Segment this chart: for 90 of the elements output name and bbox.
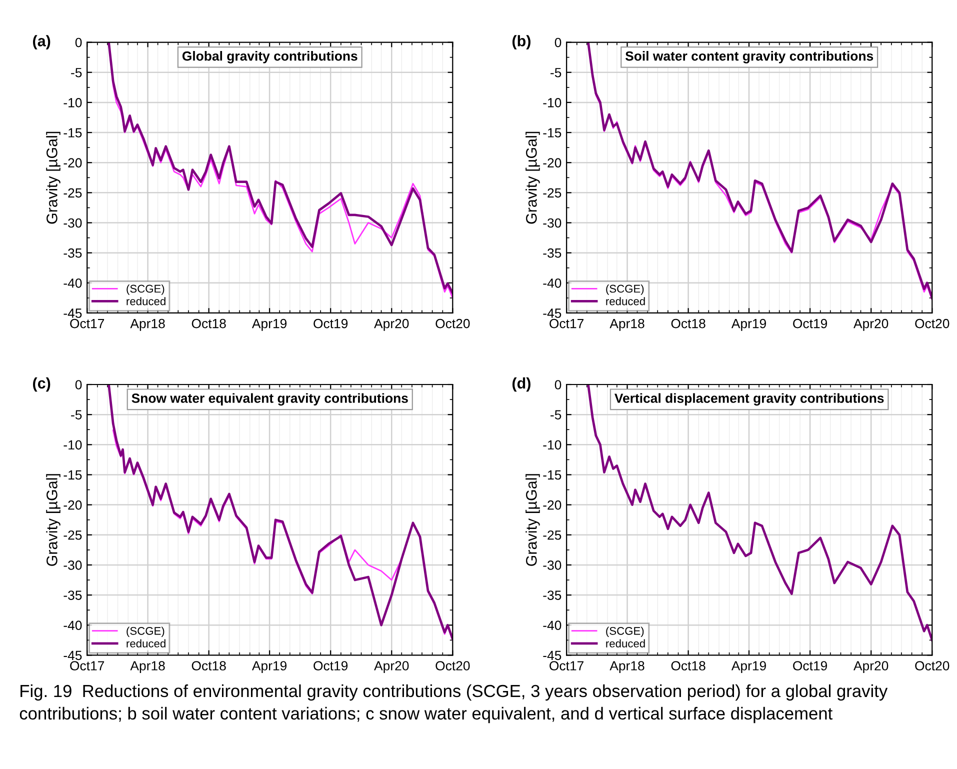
y-tick-label: -30 [64,218,82,228]
legend-label: reduced [126,297,166,306]
caption: Fig. 19 Reductions of environmental gravity contributions (SCGE, 3 years observation period) for a global gravity contributions; b soil water content variations; c snow water equivalent, and d vertical surface displacement [20,684,888,724]
x-tick-label: Oct20 [915,318,950,328]
legend-label: (SCGE) [126,284,164,295]
x-tick-label: Apr19 [731,318,766,331]
text: (a) [33,35,50,50]
x-tick-label: Oct19 [314,318,348,328]
y-axis-title: Gravity [µGal] [526,474,540,566]
x-tick-label: Oct19 [793,318,828,328]
y-tick-label: -40 [543,620,562,630]
y-tick-label: -30 [543,218,562,228]
y-tick-label: -20 [543,158,562,168]
x-tick-label: Apr18 [610,318,644,331]
y-tick-label: -15 [64,470,82,480]
text: (d) [512,377,530,392]
y-tick-label: -15 [543,470,562,480]
x-tick-label: Oct17 [70,661,104,670]
legend-label: reduced [126,639,166,648]
y-tick-label: -40 [64,278,82,288]
y-tick-label: -15 [543,128,562,138]
x-tick-label: Oct19 [314,661,348,670]
x-tick-label: Oct20 [915,661,950,670]
y-tick-label: -10 [64,440,82,450]
y-tick-label: -35 [543,248,562,258]
y-tick-label: 0 [75,380,82,390]
y-tick-label: -45 [64,308,82,318]
y-tick-label: -10 [543,98,562,108]
x-tick-label: Apr20 [374,318,409,331]
legend-label: (SCGE) [126,626,164,638]
legend-label: reduced [606,639,645,648]
y-tick-label: -5 [71,410,82,420]
y-tick-label: -35 [64,248,82,258]
x-tick-label: Oct17 [550,661,584,670]
x-tick-label: Apr20 [854,661,888,674]
text: Snow water equivalent gravity contributions [132,393,408,406]
x-tick-label: Oct20 [436,661,470,670]
y-tick-label: -5 [550,68,562,78]
text: Global gravity contributions [182,51,358,64]
text: Soil water content gravity contributions [625,51,874,64]
y-tick-label: 0 [75,38,82,48]
x-tick-label: Oct20 [436,318,470,328]
y-tick-label: -35 [64,590,82,600]
y-tick-label: -35 [543,590,562,600]
y-tick-label: -20 [64,500,82,510]
x-tick-label: Oct18 [192,661,226,670]
x-tick-label: Oct18 [671,318,706,328]
y-tick-label: 0 [554,38,562,48]
y-axis-title: Gravity [µGal] [46,474,60,566]
legend-label: reduced [606,297,645,306]
y-tick-label: -10 [543,440,562,450]
x-tick-label: Oct17 [70,318,104,328]
x-tick-label: Apr20 [374,661,409,674]
x-tick-label: Apr20 [854,318,888,331]
x-tick-label: Apr18 [130,318,165,331]
y-tick-label: 0 [554,380,562,390]
y-tick-label: -45 [64,650,82,660]
y-tick-label: -25 [543,188,562,198]
x-tick-label: Oct17 [550,318,584,328]
y-tick-label: -40 [543,278,562,288]
x-tick-label: Apr19 [252,661,287,674]
x-tick-label: Oct18 [671,661,706,670]
y-tick-label: -25 [64,188,82,198]
x-tick-label: Apr18 [610,661,644,674]
y-tick-label: -30 [64,560,82,570]
legend-label: (SCGE) [606,284,644,295]
x-tick-label: Apr19 [731,661,766,674]
y-axis-title: Gravity [µGal] [526,132,540,224]
y-tick-label: -45 [543,650,562,660]
y-tick-label: -10 [64,98,82,108]
y-tick-label: -5 [550,410,562,420]
y-axis-title: Gravity [µGal] [46,132,60,224]
y-tick-label: -30 [543,560,562,570]
line-series [108,384,453,640]
text: (c) [33,377,50,392]
text: (b) [512,35,530,50]
y-tick-label: -20 [543,500,562,510]
y-tick-label: -15 [64,128,82,138]
y-tick-label: -5 [71,68,82,78]
x-tick-label: Apr18 [130,661,165,674]
y-tick-label: -25 [64,530,82,540]
y-tick-label: -25 [543,530,562,540]
x-tick-label: Oct19 [793,661,828,670]
x-tick-label: Apr19 [252,318,287,331]
legend-label: (SCGE) [606,626,644,638]
y-tick-label: -20 [64,158,82,168]
text: Vertical displacement gravity contributions [614,393,884,406]
y-tick-label: -40 [64,620,82,630]
y-tick-label: -45 [543,308,562,318]
x-tick-label: Oct18 [192,318,226,328]
